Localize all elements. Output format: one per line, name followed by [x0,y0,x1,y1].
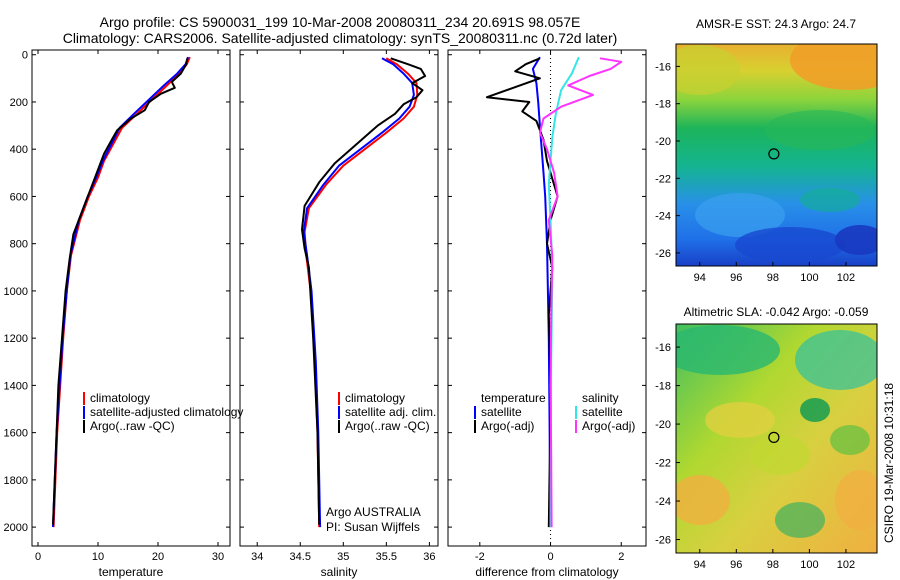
y-tick-label: 1800 [4,475,28,487]
x-axis-label: temperature [99,565,164,579]
x-tick-label: 100 [800,559,818,571]
y-tick-label: -20 [655,419,671,431]
y-tick-label: 200 [10,97,28,109]
x-tick-label: 10 [92,551,104,563]
pi-annotation: PI: Susan Wijffels [326,520,420,534]
series-line-salinity-argo-adj- [538,57,623,528]
series-line-temperature-satellite [531,56,552,528]
y-tick-label: 600 [10,191,28,203]
x-tick-label: 34 [251,551,263,563]
difference-legend: temperature satellite Argo(-adj) salinit… [474,391,635,433]
y-tick-label: -26 [655,248,671,260]
y-tick-label: -16 [655,342,671,354]
x-tick-label: 30 [212,551,224,563]
y-tick-label: -18 [655,381,671,393]
x-tick-label: 34.5 [290,551,311,563]
x-axis-label: salinity [321,565,358,579]
sla-map-panel: Altimetric SLA: -0.042 Argo: -0.059 94 96… [655,305,878,571]
series-line-climatology [303,57,419,528]
sla-map-image [676,324,877,553]
series-line-satellite-adj-clim- [302,57,415,528]
sst-map-title: AMSR-E SST: 24.3 Argo: 24.7 [696,17,856,31]
figure-title-line2: Climatology: CARS2006. Satellite-adjuste… [63,30,618,46]
legend-label-sal-satellite: satellite [582,405,623,419]
legend-label-climatology: climatology [345,391,405,405]
sla-map-title: Altimetric SLA: -0.042 Argo: -0.059 [684,305,869,319]
x-tick-label: 20 [152,551,164,563]
x-tick-label: 96 [730,272,742,284]
legend-label-argo: Argo(..raw -QC) [90,419,175,433]
x-tick-label: 98 [767,559,779,571]
legend-label-temp-satellite: satellite [481,405,522,419]
x-tick-label: 36 [423,551,435,563]
difference-axes [447,49,647,547]
salinity-legend: climatology satellite adj. clim. Argo(..… [326,391,436,534]
y-tick-label: -26 [655,535,671,547]
temperature-plot: 0 10 20 30 0 200 400 600 800 1000 1200 1400 1600 1800… [4,50,230,579]
legend-label-satellite: satellite adj. clim. [345,405,436,419]
series-line-salinity-satellite [547,56,580,528]
platform-annotation: Argo AUSTRALIA [326,505,421,519]
x-tick-label: 35 [337,551,349,563]
y-tick-label: 400 [10,144,28,156]
y-tick-label: 1600 [4,428,28,440]
y-tick-label: 0 [22,50,28,62]
series-line-argo-raw-qc- [52,58,189,525]
x-tick-label: 2 [618,551,624,563]
argo-location-marker [768,431,780,443]
y-tick-label: 1400 [4,380,28,392]
legend-title-temperature: temperature [481,391,546,405]
legend-label-argo: Argo(..raw -QC) [345,419,430,433]
x-tick-label: 35.5 [376,551,397,563]
legend-label-satellite: satellite-adjusted climatology [90,405,243,419]
legend-label-climatology: climatology [90,391,150,405]
legend-label-sal-argo: Argo(-adj) [582,419,635,433]
x-tick-label: 100 [800,272,818,284]
y-tick-label: -20 [655,136,671,148]
salinity-axes [239,49,439,547]
salinity-plot: 34 34.5 35 35.5 36 salinity [240,50,438,579]
argo-location-marker [768,148,780,160]
y-tick-label: -22 [655,173,671,185]
series-line-temperature-argo-adj- [485,57,559,528]
temperature-axes [31,49,231,547]
y-tick-label: -18 [655,99,671,111]
y-tick-label: -24 [655,211,671,223]
series-line-argo-raw-qc- [301,57,427,525]
y-tick-label: -24 [655,496,671,508]
side-timestamp-label: CSIRO 19-Mar-2008 10:31:18 [882,383,896,543]
x-tick-label: 102 [837,559,855,571]
x-tick-label: 0 [547,551,553,563]
y-tick-label: 1200 [4,333,28,345]
x-tick-label: 98 [767,272,779,284]
legend-title-salinity: salinity [582,391,619,405]
sst-map-panel: AMSR-E SST: 24.3 Argo: 24.7 94 96 98 100 102… [655,17,878,284]
y-tick-label: 800 [10,239,28,251]
x-tick-label: 0 [35,551,41,563]
x-tick-label: -2 [475,551,485,563]
temperature-legend: climatology satellite-adjusted climatolo… [83,391,243,433]
x-tick-label: 94 [694,272,706,284]
y-tick-label: 1000 [4,286,28,298]
sst-map-image [676,44,877,266]
legend-label-temp-argo: Argo(-adj) [481,419,534,433]
y-tick-label: -16 [655,61,671,73]
figure-title-line1: Argo profile: CS 5900031_199 10-Mar-2008… [100,14,581,30]
x-tick-label: 96 [730,559,742,571]
x-axis-label: difference from climatology [475,565,618,579]
x-tick-label: 102 [837,272,855,284]
y-tick-label: -22 [655,458,671,470]
y-tick-label: 2000 [4,522,28,534]
x-tick-label: 94 [694,559,706,571]
